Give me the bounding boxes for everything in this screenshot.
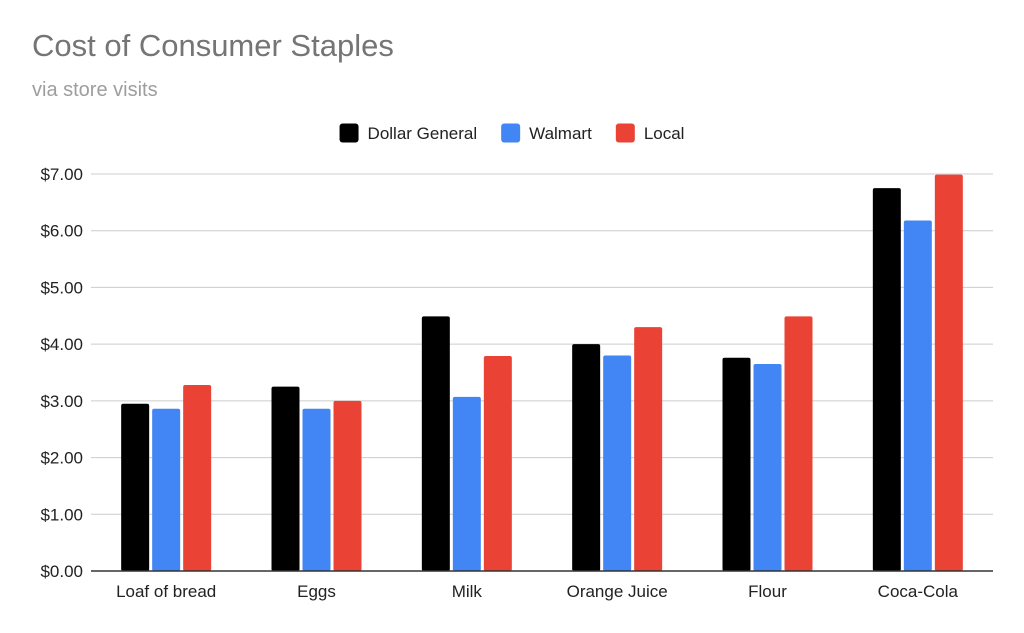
bar-dollar-general — [121, 403, 150, 571]
bar-dollar-general — [722, 357, 751, 571]
bar-dollar-general — [872, 188, 901, 571]
legend-swatch — [339, 123, 359, 143]
bar-dollar-general — [421, 316, 450, 571]
bar-dollar-general — [572, 344, 601, 571]
bar-local — [784, 316, 813, 571]
bar-local — [634, 327, 663, 571]
bar-local — [333, 400, 362, 571]
x-tick-label: Eggs — [297, 582, 336, 601]
y-tick-label: $5.00 — [40, 278, 83, 297]
y-tick-label: $3.00 — [40, 392, 83, 411]
x-tick-label: Loaf of bread — [116, 582, 216, 601]
y-tick-label: $2.00 — [40, 449, 83, 468]
legend: Dollar General Walmart Local — [339, 123, 685, 143]
y-tick-label: $4.00 — [40, 335, 83, 354]
legend-label: Dollar General — [368, 124, 478, 143]
bar-local — [183, 384, 212, 571]
legend-swatch — [501, 123, 521, 143]
x-tick-label: Milk — [452, 582, 483, 601]
bar-walmart — [152, 408, 181, 571]
legend-label: Walmart — [529, 124, 592, 143]
x-tick-label: Flour — [748, 582, 787, 601]
chart-subtitle: via store visits — [32, 79, 158, 101]
bar-local — [483, 356, 512, 571]
bar-walmart — [903, 220, 932, 571]
chart-title: Cost of Consumer Staples — [32, 28, 394, 63]
bar-dollar-general — [271, 386, 300, 571]
y-tick-label: $0.00 — [40, 562, 83, 581]
x-tick-label: Coca-Cola — [878, 582, 959, 601]
y-tick-label: $1.00 — [40, 505, 83, 524]
legend-label: Local — [644, 124, 685, 143]
bar-walmart — [452, 396, 481, 571]
bar-local — [934, 174, 963, 571]
legend-swatch — [615, 123, 635, 143]
bar-walmart — [603, 355, 632, 571]
x-tick-label: Orange Juice — [567, 582, 668, 601]
y-tick-label: $6.00 — [40, 222, 83, 241]
y-tick-label: $7.00 — [40, 165, 83, 184]
bar-walmart — [302, 408, 331, 571]
bar-walmart — [753, 363, 782, 571]
